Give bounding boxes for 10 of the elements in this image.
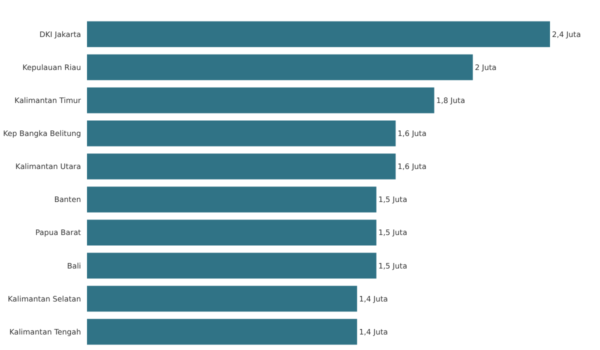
bar <box>87 21 550 48</box>
bar <box>87 87 434 114</box>
bar <box>87 286 358 312</box>
bar <box>87 318 358 345</box>
bar <box>87 120 396 146</box>
bar <box>87 54 473 80</box>
bar <box>87 220 376 246</box>
bar <box>87 154 396 180</box>
bar <box>87 252 376 279</box>
bar <box>87 186 376 212</box>
